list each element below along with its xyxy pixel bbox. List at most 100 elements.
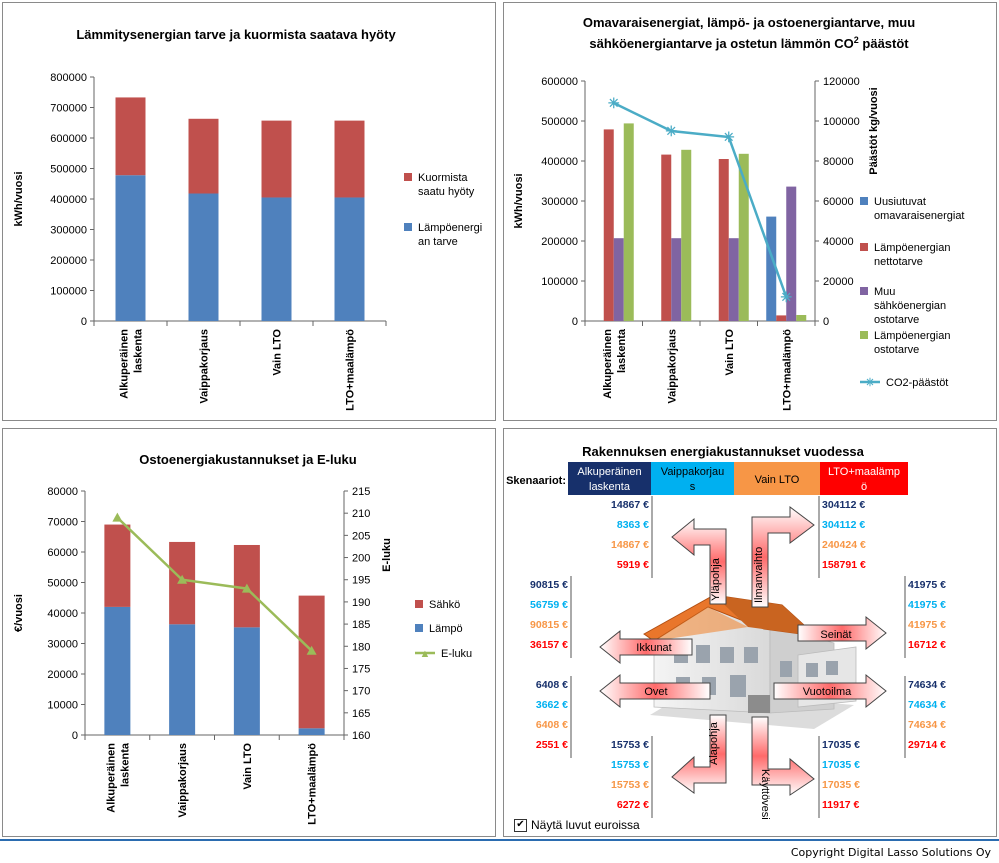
legend-label: sähköenergian (874, 300, 946, 312)
arrow-label-alapohja: Alapohja (708, 721, 720, 765)
bar (603, 129, 614, 321)
y-axis-tick-label: 0 (572, 316, 578, 328)
scenario-tab[interactable]: LTO+maalämp ö (820, 462, 908, 495)
chart-heating-demand-panel: Lämmitysenergian tarve ja kuormista saat… (2, 2, 496, 421)
cost-value: 6408 € (536, 719, 568, 731)
legend-marker: ✳ (865, 377, 874, 389)
value-group-0: 14867 € 8363 € 14867 € 5919 € (611, 496, 653, 578)
scenario-tab-bg (651, 462, 734, 495)
y2-axis-tick-label: 180 (352, 641, 370, 653)
x-axis-category-label: Vaippakorjaus (177, 743, 189, 818)
bar-segment (188, 118, 219, 194)
cost-value: 14867 € (611, 499, 649, 511)
legend-label: Lämpö (429, 623, 463, 635)
arrow-label-kayttovesi: Käyttövesi (759, 769, 771, 820)
legend-label: E-luku (441, 648, 472, 660)
y-axis-tick-label: 600000 (541, 76, 578, 88)
building-energy-costs: Rakennuksen energiakustannukset vuodessa… (506, 444, 946, 820)
y2-axis-tick-label: 0 (823, 316, 829, 328)
bar-segment (261, 197, 292, 321)
legend-label: CO2-päästöt (886, 377, 948, 389)
scenario-tab-label: laskenta (589, 481, 631, 493)
x-axis-category-label: Alkuperäinen (105, 743, 117, 813)
bar (718, 159, 729, 321)
cost-value: 74634 € (908, 719, 946, 731)
arrow-label-ylapohja: Yläpohja (710, 557, 722, 601)
copyright-text: Copyright Digital Lasso Solutions Oy (790, 846, 991, 859)
legend-label: an tarve (418, 236, 458, 248)
x-axis-category-label: Alkuperäinen (119, 329, 131, 399)
y-axis-tick-label: 400000 (541, 156, 578, 168)
bar-segment (334, 197, 365, 321)
bar (796, 315, 807, 321)
y-axis-tick-label: 700000 (50, 103, 87, 115)
scenario-tab[interactable]: Alkuperäinen laskenta (568, 462, 651, 495)
bar-segment (233, 627, 260, 735)
chart-energy-co2-panel: Omavaraisenergiat, lämpö- ja ostoenergia… (503, 2, 997, 421)
y2-axis-tick-label: 215 (352, 486, 370, 498)
flow-arrow-ylapohja: Yläpohja (671, 517, 727, 605)
y-axis-tick-label: 800000 (50, 72, 87, 84)
value-group-5: 74634 € 74634 € 74634 € 29714 € (904, 676, 946, 758)
legend-swatch (404, 173, 412, 181)
cost-value: 90815 € (530, 579, 568, 591)
co2-point: ✳ (723, 129, 735, 145)
bar-segment (115, 97, 146, 176)
checkbox-box[interactable]: ✔ (514, 818, 527, 832)
arrow-label-ovet: Ovet (644, 686, 667, 698)
arrow-label-ikkunat: Ikkunat (636, 642, 671, 654)
co2-point: ✳ (608, 95, 620, 111)
y-axis-tick-label: 100000 (541, 276, 578, 288)
y2-axis-title: Päästöt kg/vuosi (868, 87, 880, 174)
cost-value: 41975 € (908, 619, 946, 631)
e-luku-point (112, 512, 123, 522)
y2-axis-tick-label: 195 (352, 575, 370, 587)
x-axis-category-label: Vain LTO (272, 329, 284, 376)
cost-value: 41975 € (908, 579, 946, 591)
y2-axis-tick-label: 120000 (823, 76, 860, 88)
chart-purchase-costs-panel: Ostoenergiakustannukset ja E-luku 0 10000… (2, 428, 496, 837)
bar (738, 153, 749, 321)
y2-axis-tick-label: 170 (352, 686, 370, 698)
legend-swatch (415, 600, 423, 608)
y-axis-tick-label: 60000 (47, 547, 78, 559)
value-group-2: 90815 € 56759 € 90815 € 36157 € (530, 576, 572, 658)
legend-swatch (860, 243, 868, 251)
cost-value: 240424 € (822, 539, 866, 551)
x-axis-category-label: laskenta (119, 742, 131, 787)
scenario-tab[interactable]: Vain LTO (734, 462, 820, 495)
bar (613, 238, 624, 321)
legend-label: ostotarve (874, 344, 919, 356)
x-axis-category-label: laskenta (616, 328, 628, 373)
bar (623, 123, 634, 322)
scenario-tab-label: Alkuperäinen (577, 466, 641, 478)
scenario-tab-label: ö (861, 481, 867, 493)
chart-energy-co2: Omavaraisenergiat, lämpö- ja ostoenergia… (513, 15, 965, 411)
co2-line (613, 101, 788, 298)
scenario-tab-bg (820, 462, 908, 495)
e-luku-line (116, 516, 313, 652)
cost-value: 15753 € (611, 759, 649, 771)
y-axis-tick-label: 100000 (50, 286, 87, 298)
y-axis-tick-label: 600000 (50, 133, 87, 145)
bar (786, 186, 797, 321)
y-axis-tick-label: 200000 (541, 236, 578, 248)
legend-label: Uusiutuvat (874, 196, 926, 208)
y-axis-tick-label: 0 (72, 730, 78, 742)
y-axis-tick-label: 10000 (47, 700, 78, 712)
scenario-tab[interactable]: Vaippakorjau s (651, 462, 734, 495)
show-euros-checkbox[interactable]: ✔ Näytä luvut euroissa (514, 818, 640, 832)
bar-segment (298, 595, 325, 729)
scenario-tab-bg (568, 462, 651, 495)
cost-value: 158791 € (822, 559, 866, 571)
scenario-tab-label: LTO+maalämp (828, 466, 900, 478)
x-axis-category-label: LTO+maalämpö (781, 329, 793, 411)
legend-label: ostotarve (874, 314, 919, 326)
x-axis-category-label: Vaippakorjaus (666, 329, 678, 404)
cost-value: 56759 € (530, 599, 568, 611)
y-axis-title: €/vuosi (13, 594, 25, 632)
y-axis-title: kWh/vuosi (13, 171, 25, 226)
chart-title-line2: sähköenergiantarve ja ostetun lämmön CO2… (589, 35, 909, 51)
e-luku-point (177, 574, 188, 584)
x-axis-category-label: Vain LTO (242, 743, 254, 790)
